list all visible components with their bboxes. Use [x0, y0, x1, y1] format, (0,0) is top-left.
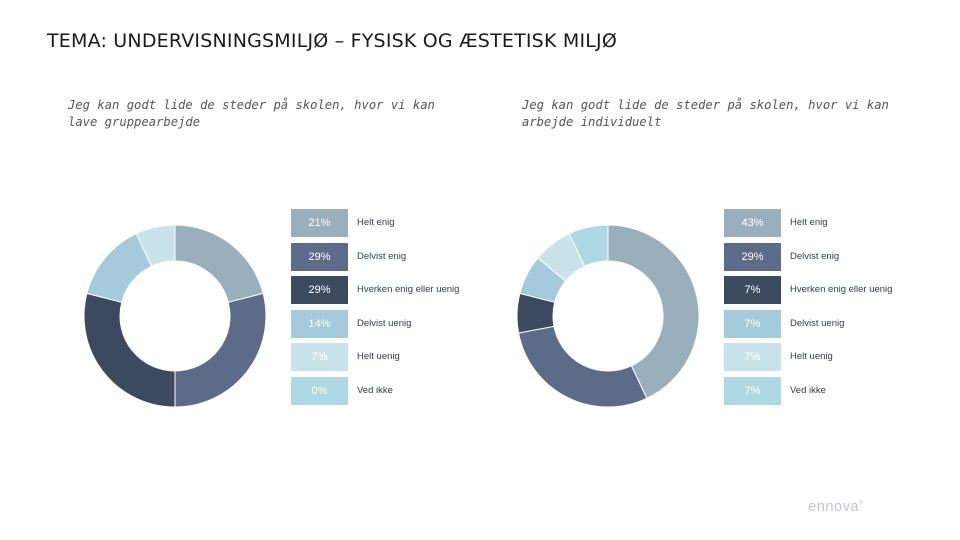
- legend-swatch-value: 29%: [291, 276, 348, 304]
- donut-slice-ved-ikke: [568, 224, 609, 267]
- legend-label: Ved ikke: [357, 384, 393, 396]
- legend-swatch-value: 7%: [724, 309, 781, 338]
- legend-label: Delvist uenig: [357, 317, 412, 329]
- legend-swatch-value: 29%: [724, 242, 781, 271]
- legend-label: Delvist enig: [790, 250, 840, 262]
- legend-swatch-value: 43%: [724, 209, 781, 237]
- ennova-logo: ennova®: [808, 498, 864, 515]
- donut-svg: [516, 224, 700, 408]
- legend-label: Hverken enig eller uenig: [790, 284, 893, 295]
- legend-label: Helt uenig: [357, 351, 400, 362]
- legend-swatch-value: 0%: [291, 376, 348, 405]
- page-title: TEMA: UNDERVISNINGSMILJØ – FYSISK OG ÆST…: [47, 30, 617, 52]
- legend-swatch-value: 14%: [291, 309, 348, 338]
- legend-label: Delvist uenig: [790, 317, 845, 329]
- chart-title-gruppearbejde: Jeg kan godt lide de steder på skolen, h…: [68, 98, 435, 129]
- legend-label: Helt uenig: [790, 351, 833, 362]
- legend-swatch-value: 29%: [291, 242, 348, 271]
- legend-swatch-value: 7%: [291, 343, 348, 371]
- legend-label: Helt enig: [357, 217, 395, 228]
- legend-swatch-value: 7%: [724, 376, 781, 405]
- legend-label: Delvist enig: [357, 250, 407, 262]
- legend-swatch-value: 21%: [291, 209, 348, 237]
- legend-label: Helt enig: [790, 217, 828, 228]
- donut-slice-helt-uenig: [135, 224, 176, 267]
- donut-svg: [83, 224, 267, 408]
- chart-title-individuelt: Jeg kan godt lide de steder på skolen, h…: [522, 98, 889, 129]
- donut-slice-delvist-enig: [174, 292, 267, 408]
- legend-swatch-value: 7%: [724, 343, 781, 371]
- donut-chart-individuelt: 43% Helt enig 29% Delvist enig 7% Hverken eni…: [516, 200, 956, 420]
- legend-label: Hverken enig eller uenig: [357, 284, 460, 295]
- legend-label: Ved ikke: [790, 384, 826, 396]
- donut-slice-hverken-enig-eller-uenig: [83, 292, 176, 408]
- legend-swatch-value: 7%: [724, 276, 781, 304]
- donut-chart-gruppearbejde: 21% Helt enig 29% Delvist enig 29% Hverken en…: [83, 200, 523, 420]
- donut-slice-delvist-enig: [518, 325, 648, 408]
- donut-slice-helt-enig: [174, 224, 264, 303]
- donut-slice-helt-enig: [607, 224, 700, 400]
